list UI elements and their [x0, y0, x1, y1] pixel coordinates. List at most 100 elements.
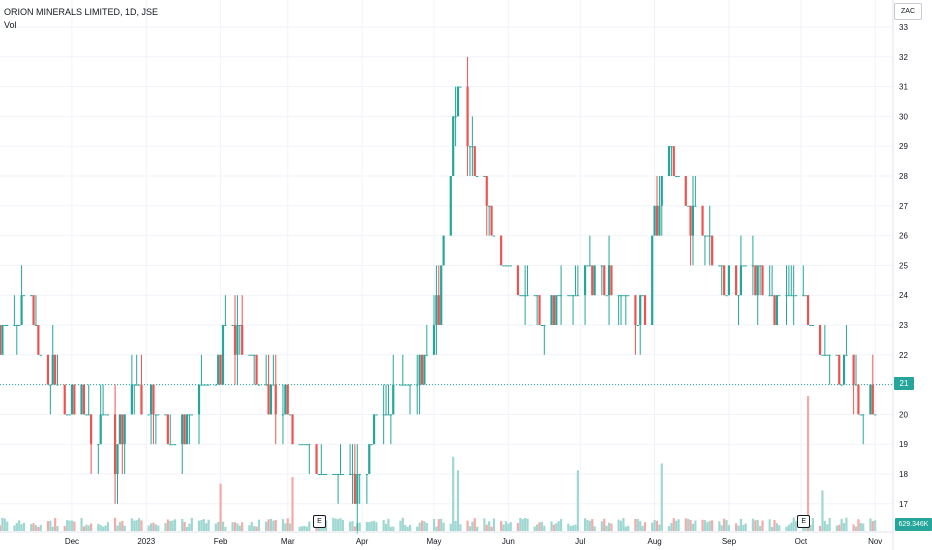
candle-body — [502, 265, 505, 267]
volume-bar — [677, 519, 680, 531]
volume-bar — [425, 523, 428, 531]
y-tick-label: 23 — [899, 321, 908, 330]
candle-body — [466, 86, 469, 147]
volume-bar — [80, 518, 83, 531]
volume-bar — [454, 520, 457, 531]
volume-bar — [173, 519, 177, 531]
volume-bar — [332, 517, 335, 531]
candle-body — [862, 414, 865, 416]
candle-body — [675, 176, 678, 177]
volume-bar — [557, 521, 560, 531]
candle-body — [540, 325, 544, 326]
candle-body — [432, 325, 436, 355]
volume-bar — [574, 524, 577, 531]
volume-bar — [859, 522, 862, 531]
volume-bar — [804, 526, 807, 531]
candle-body — [207, 384, 210, 386]
price-axis[interactable]: 1718192021222324252627282930313233 — [899, 23, 908, 509]
candle-body — [754, 265, 757, 296]
candle-body — [555, 295, 558, 325]
volume-bar — [735, 523, 738, 531]
volume-bar — [181, 518, 184, 531]
volume-bar — [694, 520, 697, 531]
earnings-marker[interactable]: E — [797, 515, 811, 528]
y-tick-label: 25 — [899, 261, 908, 270]
volume-bar — [775, 523, 778, 531]
candle-body — [185, 414, 189, 445]
volume-bar — [524, 517, 527, 531]
candle-body — [591, 265, 594, 296]
volume-bar — [389, 526, 392, 531]
volume-bar — [711, 520, 714, 531]
candle-body — [809, 325, 812, 326]
candle-body — [157, 414, 160, 416]
volume-bar — [521, 519, 524, 531]
volume-bar — [485, 524, 488, 531]
volume-indicator-label[interactable]: Vol — [4, 20, 17, 30]
candle-body — [538, 295, 541, 325]
x-tick-label: Jul — [575, 537, 585, 546]
volume-bar — [675, 520, 678, 531]
volume-bar — [440, 518, 443, 531]
volume-bar — [399, 520, 402, 531]
volume-bar — [420, 520, 424, 531]
volume-bar — [651, 522, 654, 531]
volume-bar — [265, 521, 268, 531]
candle-body — [32, 295, 35, 325]
candle-body — [348, 474, 352, 475]
volume-bar — [248, 525, 251, 531]
volume-bar — [140, 520, 143, 531]
volume-bar — [526, 518, 529, 531]
volume-bar — [46, 521, 50, 531]
candle-body — [792, 295, 795, 297]
volume-bar — [154, 524, 157, 531]
candle-body — [231, 325, 234, 326]
candle-body — [811, 325, 814, 326]
candle-body — [70, 384, 74, 415]
candle-body — [617, 295, 620, 297]
volume-bar — [569, 525, 572, 531]
volume-bar — [185, 526, 189, 531]
time-axis[interactable]: Dec 2023 Feb Mar Apr May Jun Jul Aug Sep Oct Nov — [65, 537, 883, 546]
volume-bar — [619, 520, 623, 531]
candle-body — [121, 414, 124, 445]
candle-body — [859, 414, 862, 416]
volume-bar — [269, 518, 273, 531]
volume-bar — [416, 526, 419, 531]
volume-bar — [375, 522, 378, 531]
currency-badge[interactable]: ZAC — [894, 3, 922, 20]
volume-bar — [54, 518, 57, 531]
x-tick-label: Dec — [65, 537, 79, 546]
candle-body — [219, 354, 222, 385]
candle-body — [435, 295, 438, 325]
volume-bar — [301, 526, 304, 531]
symbol-title[interactable]: ORION MINERALS LIMITED, 1D, JSE — [4, 7, 159, 17]
candle-body — [267, 384, 270, 415]
candle-body — [449, 176, 452, 236]
candle-body — [588, 265, 591, 267]
volume-bar — [773, 520, 776, 531]
candle-body — [18, 325, 21, 326]
volume-bar — [617, 519, 620, 531]
volume-bar — [406, 526, 409, 531]
last-price-tag: 21 — [894, 377, 914, 390]
volume-bar — [857, 519, 860, 531]
volume-bar — [164, 523, 167, 531]
candle-body — [392, 384, 395, 415]
candle-body — [694, 205, 697, 207]
candle-body — [802, 295, 805, 297]
volume-bar — [51, 526, 54, 531]
candle-body — [488, 205, 491, 207]
volume-bar — [317, 525, 321, 531]
volume-bar — [308, 521, 311, 531]
candle-body — [341, 474, 344, 475]
candle-body — [301, 444, 304, 446]
candle-body — [672, 146, 675, 176]
volume-bar — [34, 525, 38, 531]
earnings-marker[interactable]: E — [312, 515, 326, 528]
x-tick-label: 2023 — [137, 537, 155, 546]
candle-body — [248, 354, 251, 356]
volume-bar — [533, 526, 536, 531]
candle-body — [852, 354, 855, 385]
